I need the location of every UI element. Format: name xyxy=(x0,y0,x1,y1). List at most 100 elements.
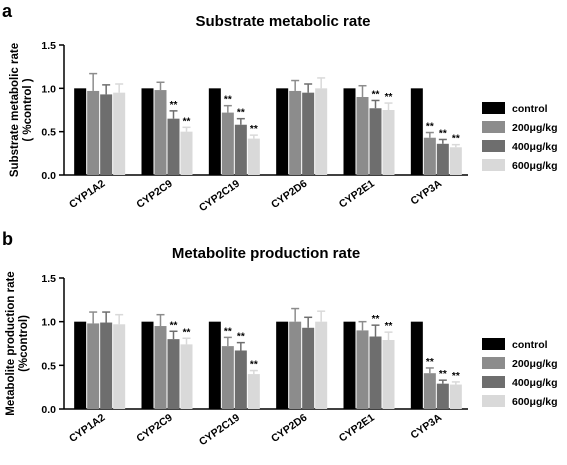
y-tick-label: 0.0 xyxy=(41,404,56,416)
bar xyxy=(356,97,369,175)
legend-label: 600μg/kg xyxy=(512,160,558,172)
significance-mark: ** xyxy=(372,314,380,325)
legend-swatch xyxy=(482,102,505,114)
bar xyxy=(154,90,167,175)
legend-label: 600μg/kg xyxy=(512,396,558,408)
significance-mark: ** xyxy=(439,128,447,139)
significance-mark: ** xyxy=(426,122,434,133)
x-tick-label: CYP2C19 xyxy=(197,178,242,215)
x-tick-label: CYP2C19 xyxy=(197,412,242,449)
bar xyxy=(113,324,126,409)
significance-mark: ** xyxy=(452,371,460,382)
chart-title: Substrate metabolic rate xyxy=(195,13,370,30)
x-tick-label: CYP2D6 xyxy=(269,178,309,211)
y-tick-label: 1.0 xyxy=(41,317,56,329)
bar xyxy=(74,88,87,175)
y-axis-label-line: (%control) xyxy=(18,315,30,372)
bar xyxy=(410,321,423,409)
bar xyxy=(449,384,462,409)
bar xyxy=(113,92,126,175)
bar xyxy=(289,90,302,175)
bar xyxy=(315,321,328,409)
bar xyxy=(180,344,193,409)
legend-swatch xyxy=(482,338,505,350)
bar xyxy=(100,94,113,175)
bar xyxy=(247,374,260,409)
y-tick-label: 1.5 xyxy=(41,273,56,285)
y-tick-label: 0.0 xyxy=(41,170,56,182)
y-axis-label-line: Metabolite production rate xyxy=(5,271,17,415)
legend-label: control xyxy=(512,103,548,115)
x-tick-label: CYP2C9 xyxy=(134,178,174,211)
legend-swatch xyxy=(482,140,505,152)
legend-label: 400μg/kg xyxy=(512,141,558,153)
x-tick-label: CYP2C9 xyxy=(134,412,174,445)
legend-label: 200μg/kg xyxy=(512,358,558,370)
significance-mark: ** xyxy=(170,320,178,331)
bar xyxy=(289,321,302,409)
significance-mark: ** xyxy=(183,327,191,338)
bar xyxy=(141,321,154,409)
bar xyxy=(221,346,234,409)
significance-mark: ** xyxy=(439,369,447,380)
bar xyxy=(74,321,87,409)
x-tick-label: CYP1A2 xyxy=(67,412,107,445)
legend-label: 400μg/kg xyxy=(512,377,558,389)
bar xyxy=(167,339,180,409)
bar xyxy=(100,322,113,409)
significance-mark: ** xyxy=(385,321,393,332)
y-axis-label: Metabolite production rate (%control) xyxy=(5,271,30,415)
legend: control 200μg/kg 400μg/kg 600μg/kg xyxy=(482,338,558,408)
significance-mark: ** xyxy=(224,326,232,337)
legend-swatch xyxy=(482,159,505,171)
x-tick-label: CYP2E1 xyxy=(337,178,377,211)
bar xyxy=(208,321,221,409)
y-axis-label: Substrate metabolic rate( %control ) xyxy=(9,43,34,177)
bar xyxy=(180,131,193,175)
legend-swatch xyxy=(482,376,505,388)
bar xyxy=(315,88,328,175)
significance-mark: ** xyxy=(250,124,258,135)
x-tick-label: CYP2E1 xyxy=(337,412,377,445)
bar xyxy=(302,92,315,175)
bar xyxy=(234,350,247,409)
significance-mark: ** xyxy=(224,95,232,106)
bar xyxy=(167,118,180,175)
bar xyxy=(343,88,356,175)
bar xyxy=(369,336,382,409)
legend: control 200μg/kg 400μg/kg 600μg/kg xyxy=(482,102,558,172)
bar xyxy=(423,137,436,175)
significance-mark: ** xyxy=(183,116,191,127)
x-tick-label: CYP2D6 xyxy=(269,412,309,445)
bar xyxy=(382,340,395,409)
bar xyxy=(87,323,100,409)
x-tick-label: CYP3A xyxy=(408,411,444,441)
y-tick-label: 0.5 xyxy=(41,127,56,139)
significance-mark: ** xyxy=(372,89,380,100)
bar xyxy=(302,327,315,409)
panel-letter: b xyxy=(2,229,13,249)
x-tick-label: CYP1A2 xyxy=(67,178,107,211)
significance-mark: ** xyxy=(237,332,245,343)
bar xyxy=(436,383,449,409)
significance-mark: ** xyxy=(426,357,434,368)
legend-label: 200μg/kg xyxy=(512,122,558,134)
bar xyxy=(208,88,221,175)
significance-mark: ** xyxy=(452,134,460,145)
bar xyxy=(410,88,423,175)
bar xyxy=(247,138,260,175)
x-tick-label: CYP3A xyxy=(408,177,444,207)
bar xyxy=(356,330,369,409)
legend-swatch xyxy=(482,357,505,369)
bar xyxy=(221,112,234,175)
y-tick-label: 1.5 xyxy=(41,40,56,52)
significance-mark: ** xyxy=(385,92,393,103)
bar xyxy=(382,110,395,175)
significance-mark: ** xyxy=(237,108,245,119)
bar xyxy=(87,90,100,175)
significance-mark: ** xyxy=(170,100,178,111)
bar xyxy=(234,124,247,175)
